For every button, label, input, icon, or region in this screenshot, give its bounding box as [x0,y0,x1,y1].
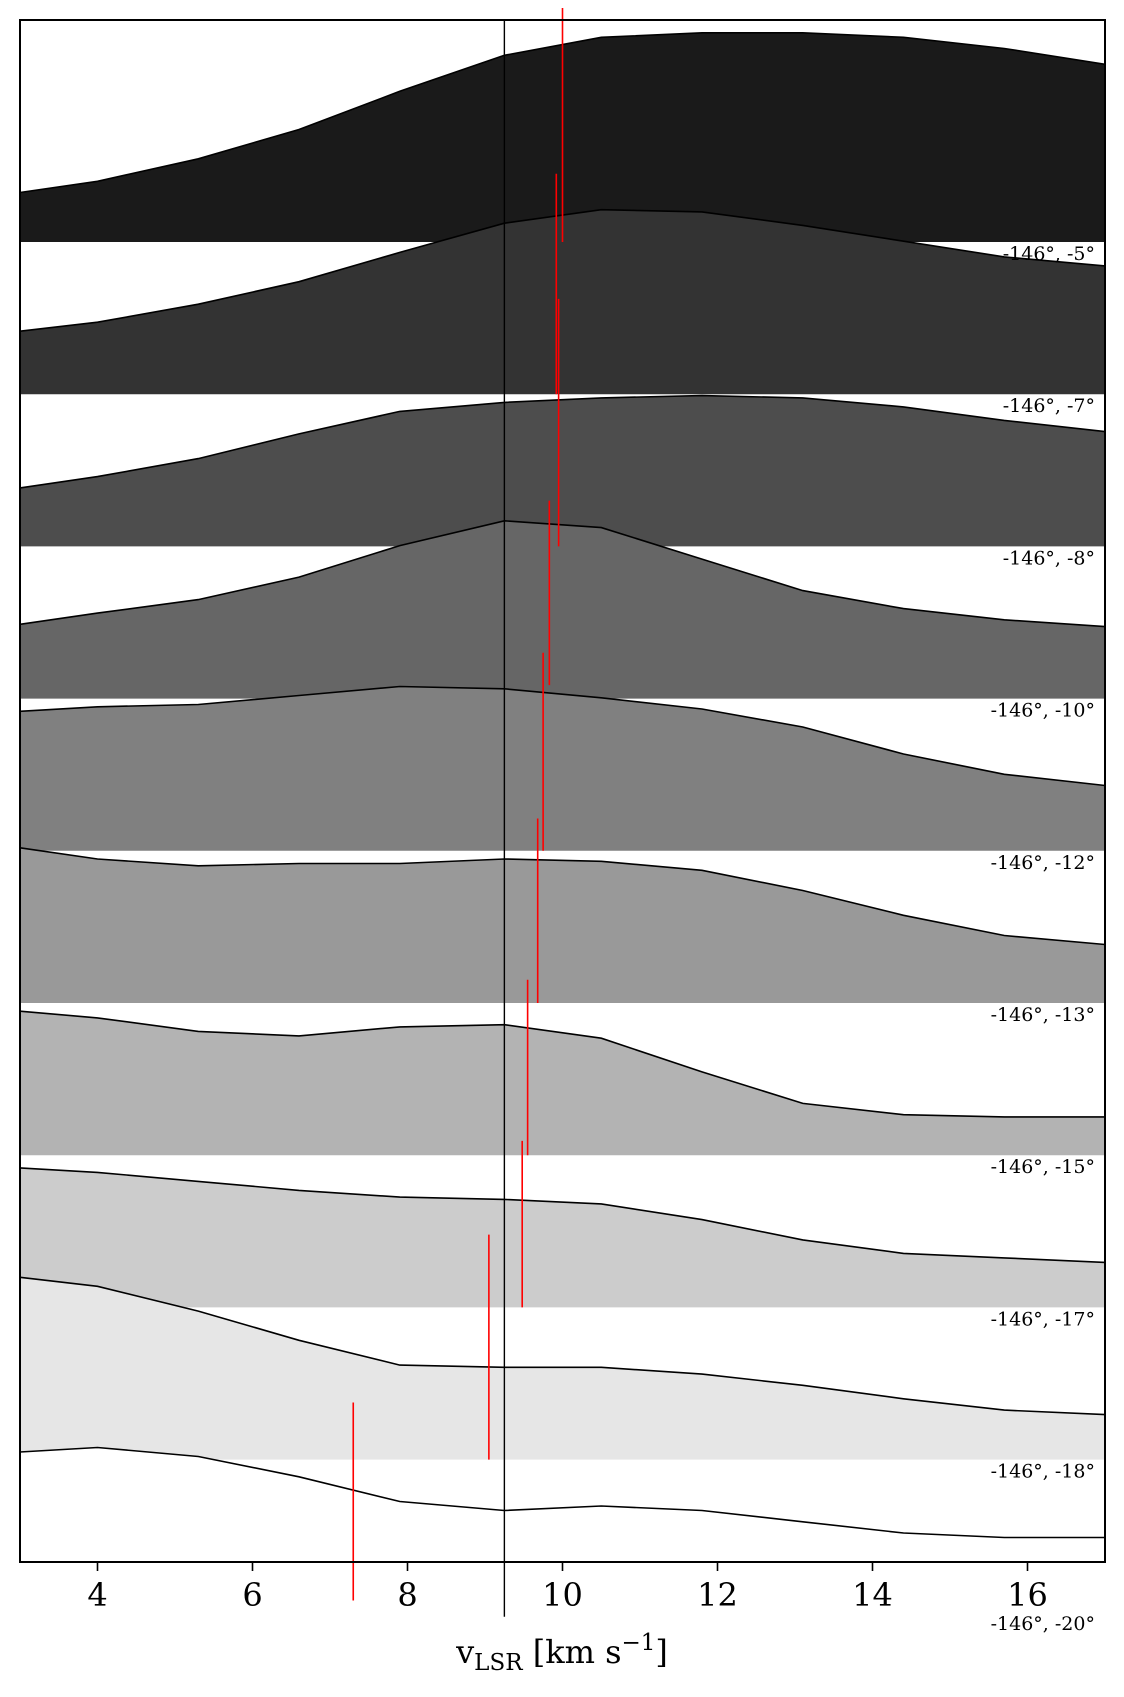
panel-label-1: -146°, -5° [1003,243,1095,265]
panel-label-2: -146°, -7° [1003,395,1095,417]
spectrum-line-6 [19,847,1106,946]
panel-label-9: -146°, -18° [991,1461,1095,1483]
panel-label-5: -146°, -12° [991,852,1095,874]
panel-label-10: -146°, -20° [991,1613,1095,1635]
spectrum-line-10 [19,1446,1105,1539]
panel-label-8: -146°, -17° [991,1308,1095,1330]
spectrum-fill-4 [20,520,1105,699]
spectrum-fill-10 [20,1447,1105,1612]
spectrum-line-8 [19,1167,1106,1264]
panel-label-6: -146°, -13° [991,1004,1095,1026]
spectrum-line-2 [19,208,1106,332]
spectrum-fill-5 [20,686,1105,851]
spectrum-line-3 [19,394,1106,489]
spectrum-fill-9 [20,1277,1105,1460]
panel-fills [19,31,1106,1612]
x-tick-label-4: 4 [87,1576,107,1614]
spectrum-fill-7 [20,1011,1105,1156]
x-tick-label-8: 8 [397,1576,417,1614]
x-axis-label-sup: −1 [622,1630,656,1656]
x-tick-label-10: 10 [542,1576,583,1614]
x-tick-label-6: 6 [242,1576,262,1614]
x-axis-label-main: v [455,1633,474,1671]
spectrum-line-1 [19,31,1106,194]
spectrum-line-9 [19,1276,1106,1416]
panel-label-3: -146°, -8° [1003,547,1095,569]
peak-markers [352,8,564,1601]
x-axis-label-sub: LSR [474,1650,523,1676]
spectrum-line-7 [19,1010,1105,1118]
spectrum-fill-2 [20,209,1105,395]
spectrum-fill-6 [20,847,1105,1003]
panel-label-7: -146°, -15° [991,1156,1095,1178]
x-axis-label: vLSR [km s−1] [455,1630,668,1676]
spectrum-fill-8 [20,1167,1105,1308]
x-axis-label-units: [km s [523,1633,622,1671]
spectrum-line-5 [19,685,1106,787]
x-axis: 4 6 8 10 12 14 16 [87,1562,1048,1614]
x-tick-label-14: 14 [852,1576,893,1614]
x-tick-label-12: 12 [697,1576,738,1614]
spectrum-line-4 [19,519,1106,628]
x-axis-label-close: ] [655,1633,667,1671]
panel-labels: -146°, -5° -146°, -7° -146°, -8° -146°, -10… [991,243,1095,1635]
spectrum-fill-3 [20,395,1105,547]
x-tick-label-16: 16 [1007,1576,1048,1614]
panel-label-4: -146°, -10° [991,700,1095,722]
